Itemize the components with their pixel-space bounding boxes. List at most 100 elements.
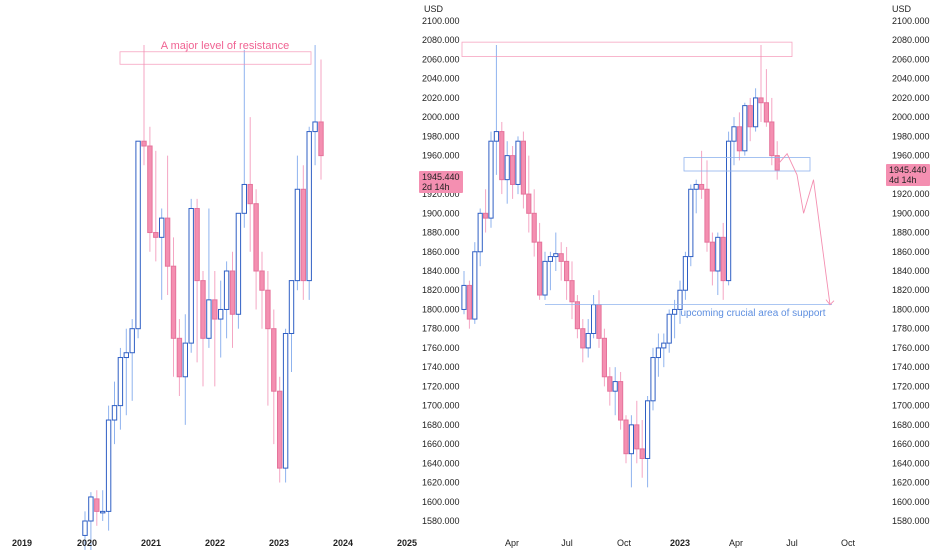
candle — [618, 381, 624, 421]
y-tick-label: 1580.000 — [422, 516, 460, 526]
right-candles — [461, 45, 780, 488]
candle — [747, 105, 753, 128]
candle — [253, 203, 259, 272]
x-tick-label: 2021 — [141, 538, 161, 548]
candle — [682, 256, 688, 291]
candle — [677, 289, 683, 310]
candle — [564, 260, 570, 282]
y-tick-label: 1600.000 — [892, 497, 930, 507]
candle — [758, 97, 764, 104]
y-tick-label: 1820.000 — [892, 285, 930, 295]
candle — [526, 193, 532, 214]
x-tick-label: 2023 — [670, 538, 690, 548]
y-tick-label: 2000.000 — [422, 112, 460, 122]
candle — [504, 155, 510, 181]
y-tick-label: 2060.000 — [422, 54, 460, 64]
y-tick-label: 1680.000 — [422, 420, 460, 430]
candle — [591, 304, 597, 334]
candle — [235, 212, 242, 315]
candle — [288, 280, 295, 335]
y-tick-label: 1820.000 — [422, 285, 460, 295]
candle — [634, 424, 640, 450]
y-tick-label: 1920.000 — [892, 189, 930, 199]
candle — [655, 347, 661, 359]
candle — [188, 208, 194, 344]
candle — [466, 284, 472, 320]
candle — [483, 212, 489, 219]
candle — [477, 212, 483, 253]
candle — [170, 265, 177, 339]
y-tick-label: 1680.000 — [892, 420, 930, 430]
candle — [645, 400, 651, 459]
x-tick-label: Oct — [841, 538, 856, 548]
candle — [218, 308, 224, 320]
x-tick-label: 2019 — [12, 538, 32, 548]
candle — [569, 280, 575, 303]
y-tick-label: 1860.000 — [892, 247, 930, 257]
candle — [547, 256, 553, 262]
current-price-label-right: 1945.440 4d 14h — [886, 164, 930, 186]
candle — [537, 241, 543, 296]
candle — [129, 328, 135, 354]
candle — [672, 308, 678, 315]
x-tick-label: Apr — [729, 538, 743, 548]
y-tick-label: 1700.000 — [892, 401, 930, 411]
support-annotation: upcoming crucial area of support — [680, 308, 825, 319]
y-tick-label: 1800.000 — [892, 304, 930, 314]
candle — [753, 97, 759, 128]
y-axis-right: 1580.000 1600.000 1620.000 1640.000 1660.000… — [892, 16, 930, 526]
candle — [558, 253, 564, 262]
candle — [206, 299, 212, 339]
y-tick-label: 1800.000 — [422, 304, 460, 314]
y-tick-label: 1980.000 — [892, 131, 930, 141]
candle — [141, 140, 147, 147]
candle — [612, 381, 618, 392]
candle — [265, 289, 271, 330]
candle — [194, 208, 200, 282]
y-tick-label: 2060.000 — [892, 54, 930, 64]
candle — [135, 140, 141, 330]
y-tick-label: 1580.000 — [892, 516, 930, 526]
left-resistance-zone — [119, 51, 312, 65]
candle — [159, 217, 165, 238]
y-tick-label: 1740.000 — [892, 362, 930, 372]
y-tick-label: 1760.000 — [422, 343, 460, 353]
x-tick-label: 2023 — [269, 538, 289, 548]
candle — [306, 131, 312, 282]
candle — [639, 448, 645, 459]
y-tick-label: 2040.000 — [422, 74, 460, 84]
candle — [229, 270, 236, 315]
candle — [176, 337, 183, 378]
y-tick-label: 2020.000 — [422, 93, 460, 103]
y-tick-label: 1640.000 — [422, 458, 460, 468]
y-tick-label: 2020.000 — [892, 93, 930, 103]
y-tick-label: 1660.000 — [892, 439, 930, 449]
candle — [553, 253, 559, 258]
candle — [520, 140, 526, 195]
candle — [271, 328, 277, 392]
left-resistance-annotation: A major level of resistance — [161, 40, 289, 52]
candle — [461, 284, 467, 310]
candle-countdown: 4d 14h — [889, 175, 917, 185]
candle — [742, 105, 748, 152]
y-tick-label: 1780.000 — [422, 324, 460, 334]
candle — [731, 126, 737, 142]
candle — [650, 357, 656, 402]
candle — [736, 126, 742, 152]
candle — [499, 131, 505, 181]
currency-label-left: USD — [424, 4, 444, 14]
candle — [247, 183, 253, 205]
y-tick-label: 1880.000 — [892, 228, 930, 238]
candle — [100, 510, 106, 514]
candle — [574, 301, 580, 330]
candle — [704, 188, 710, 243]
x-tick-label: Jul — [786, 538, 798, 548]
y-tick-label: 2080.000 — [422, 35, 460, 45]
candle — [300, 188, 307, 282]
y-tick-label: 2000.000 — [892, 112, 930, 122]
x-tick-label: 2020 — [77, 538, 97, 548]
right-pivot-box — [683, 157, 811, 172]
right-resistance-zone — [461, 41, 793, 57]
candle — [117, 357, 124, 407]
